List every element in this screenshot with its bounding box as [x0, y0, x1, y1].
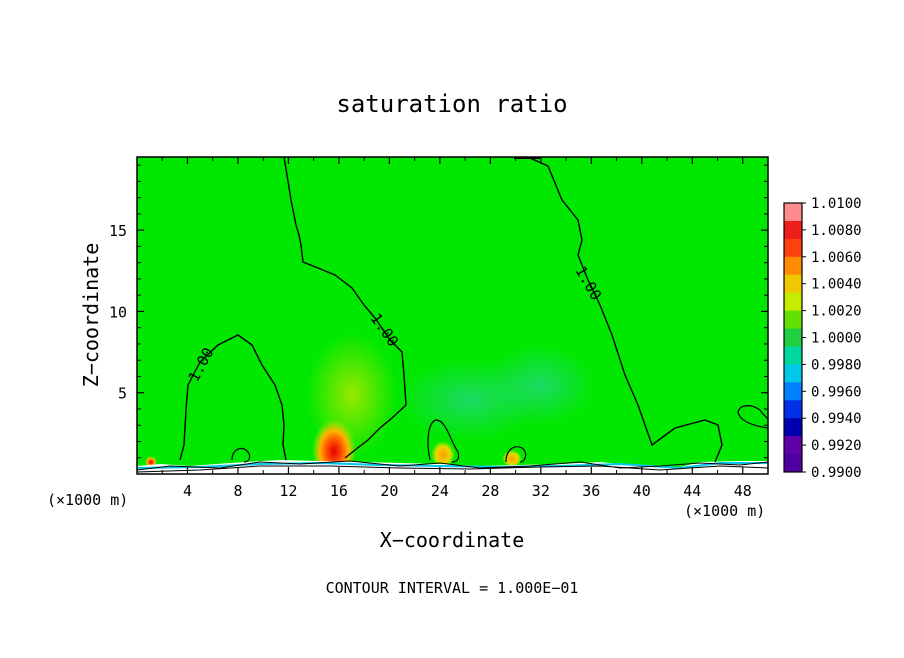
- y-axis-label: Z−coordinate: [79, 243, 103, 388]
- colorbar-swatch: [784, 310, 802, 330]
- footer-note: CONTOUR INTERVAL = 1.000E−01: [326, 579, 579, 597]
- plot-area: 1.00 1.00 1.00: [137, 157, 768, 474]
- colorbar-label: 0.9940: [811, 411, 862, 427]
- colorbar-label: 0.9960: [811, 384, 862, 400]
- warm-anomaly-x16: [312, 413, 356, 474]
- colorbar-label: 1.0020: [811, 304, 862, 320]
- contour-line-left: [179, 334, 287, 461]
- warm-anomaly-x30: [502, 448, 522, 466]
- colorbar-label: 1.0080: [811, 223, 862, 239]
- x-axis-label: X−coordinate: [380, 528, 525, 552]
- x-unit-left: (×1000 m): [47, 491, 128, 509]
- colorbar-swatch: [784, 220, 802, 240]
- colorbar-label: 1.0040: [811, 277, 862, 293]
- colorbar-swatch: [784, 274, 802, 294]
- y-tick-label: 15: [109, 222, 127, 240]
- colorbar-label: 0.9900: [811, 465, 862, 481]
- x-tick-label: 24: [431, 482, 449, 500]
- x-axis-ticks: 4 8 12 16 20 24 28 32 36 40 44 48: [161, 157, 752, 500]
- colorbar: 1.0100 1.0080 1.0060 1.0040 1.0020 1.0000 0.99…: [783, 196, 862, 481]
- colorbar-swatch: [784, 400, 802, 419]
- y-axis-ticks: 5 10 15: [109, 164, 768, 459]
- x-tick-label: 8: [233, 482, 242, 500]
- colorbar-swatch: [784, 346, 802, 365]
- x-tick-label: 44: [683, 482, 701, 500]
- cool-region-x32: [485, 345, 595, 425]
- colorbar-swatch: [784, 238, 802, 258]
- x-tick-label: 16: [330, 482, 348, 500]
- x-tick-label: 4: [183, 482, 192, 500]
- colorbar-label: 0.9980: [811, 357, 862, 373]
- contour-blob-x48: [737, 405, 768, 429]
- contour-blob-x24: [427, 419, 460, 463]
- colorbar-swatch: [784, 292, 802, 312]
- x-tick-label: 40: [633, 482, 651, 500]
- x-tick-label: 48: [734, 482, 752, 500]
- chart-title: saturation ratio: [336, 90, 567, 118]
- colorbar-label: 1.0060: [811, 250, 862, 266]
- colorbar-swatch: [784, 328, 802, 347]
- contour-blob-x30: [505, 446, 527, 463]
- colorbar-swatch: [784, 203, 802, 222]
- warm-anomaly-x1: [145, 455, 157, 467]
- colorbar-swatch: [784, 256, 802, 276]
- colorbar-label: 0.9920: [811, 438, 862, 454]
- y-tick-label: 5: [118, 385, 127, 403]
- surface-contours: [137, 460, 768, 473]
- x-tick-label: 12: [279, 482, 297, 500]
- colorbar-label: 1.0100: [811, 196, 862, 212]
- colorbar-swatch: [784, 454, 802, 473]
- plot-frame: [136, 156, 769, 475]
- colorbar-swatch: [784, 418, 802, 437]
- contour-blob-x8: [231, 447, 251, 463]
- colorbar-label: 1.0000: [811, 331, 862, 347]
- colorbar-swatch: [784, 436, 802, 455]
- x-tick-label: 28: [481, 482, 499, 500]
- colorbar-swatch: [784, 382, 802, 401]
- x-tick-label: 32: [532, 482, 550, 500]
- contour-line-upper: [283, 157, 407, 459]
- contour-line-right: [513, 157, 723, 463]
- y-tick-label: 10: [109, 303, 127, 321]
- x-tick-label: 20: [380, 482, 398, 500]
- warm-anomaly-x24: [431, 438, 455, 466]
- x-tick-label: 36: [582, 482, 600, 500]
- x-unit-right: (×1000 m): [684, 502, 765, 520]
- colorbar-swatch: [784, 364, 802, 383]
